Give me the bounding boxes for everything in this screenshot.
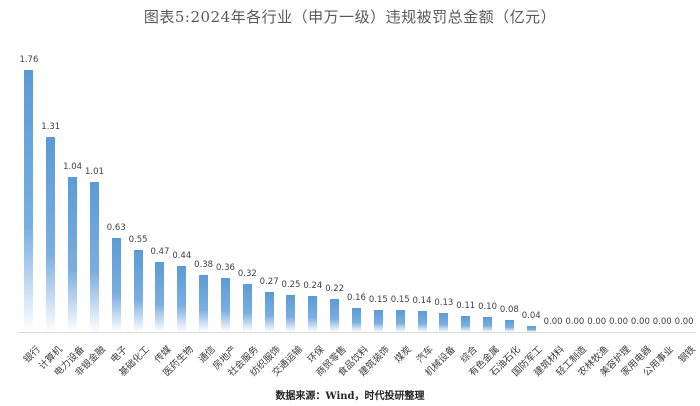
data-label: 1.76 xyxy=(19,54,39,65)
plot-area: 1.76 1.31 1.04 1.01 0.63 0.55 0.47 0.44 0.38 0.36… xyxy=(18,40,695,332)
data-label: 0.55 xyxy=(128,235,148,246)
data-label: 0.25 xyxy=(281,279,301,290)
x-tick-label: 钢铁 xyxy=(676,344,698,366)
data-label: 0.00 xyxy=(609,317,629,327)
data-label: 0.04 xyxy=(521,311,541,322)
data-label: 0.15 xyxy=(390,294,410,305)
bar xyxy=(373,309,383,332)
data-label: 0.08 xyxy=(499,305,519,316)
bar xyxy=(264,291,274,332)
data-label: 0.63 xyxy=(106,223,126,234)
data-label: 0.13 xyxy=(434,297,454,308)
data-label: 0.44 xyxy=(172,251,192,262)
bar xyxy=(177,266,187,332)
bar xyxy=(111,238,121,332)
data-label: 0.14 xyxy=(412,296,432,307)
data-label: 0.38 xyxy=(194,260,214,271)
bar xyxy=(155,261,165,332)
data-label: 0.16 xyxy=(347,293,366,304)
data-label: 1.31 xyxy=(41,121,61,132)
source-note: 数据来源：Wind，时代投研整理 xyxy=(275,391,425,402)
data-label: 1.04 xyxy=(63,162,83,173)
bar xyxy=(199,275,209,332)
bar xyxy=(461,315,471,332)
data-label: 0.24 xyxy=(303,281,323,292)
data-label: 0.11 xyxy=(456,300,476,311)
data-label: 0.32 xyxy=(237,269,257,280)
bar xyxy=(133,250,143,332)
bar xyxy=(395,309,405,332)
data-label: 0.00 xyxy=(652,317,672,327)
bar xyxy=(526,326,536,332)
data-label: 0.00 xyxy=(543,317,563,327)
bar xyxy=(68,177,78,332)
bar xyxy=(417,311,427,332)
data-label: 0.36 xyxy=(215,263,235,274)
x-axis-line xyxy=(18,332,695,333)
bar xyxy=(504,320,514,332)
x-tick-label: 煤炭 xyxy=(392,344,415,366)
bar xyxy=(286,294,296,332)
chart-title: 图表5:2024年各行业（申万一级）违规被罚总金额（亿元） xyxy=(143,8,557,26)
bar xyxy=(242,284,252,332)
data-label: 0.47 xyxy=(150,246,170,257)
bar xyxy=(483,317,493,332)
bar xyxy=(46,136,56,332)
bar xyxy=(308,296,318,332)
data-label: 0.00 xyxy=(565,317,585,327)
data-label: 0.22 xyxy=(325,284,345,295)
data-label: 0.15 xyxy=(368,294,388,305)
bar xyxy=(439,312,449,332)
bar xyxy=(352,308,361,332)
data-label: 1.01 xyxy=(84,166,104,177)
data-label: 0.27 xyxy=(259,276,279,287)
bar xyxy=(330,299,340,332)
bar xyxy=(24,69,34,332)
data-label: 0.00 xyxy=(630,317,650,327)
data-label: 0.00 xyxy=(587,317,607,327)
data-label: 0.10 xyxy=(478,302,497,313)
bar xyxy=(89,181,99,332)
data-label: 0.00 xyxy=(674,317,694,327)
bar xyxy=(220,278,230,332)
